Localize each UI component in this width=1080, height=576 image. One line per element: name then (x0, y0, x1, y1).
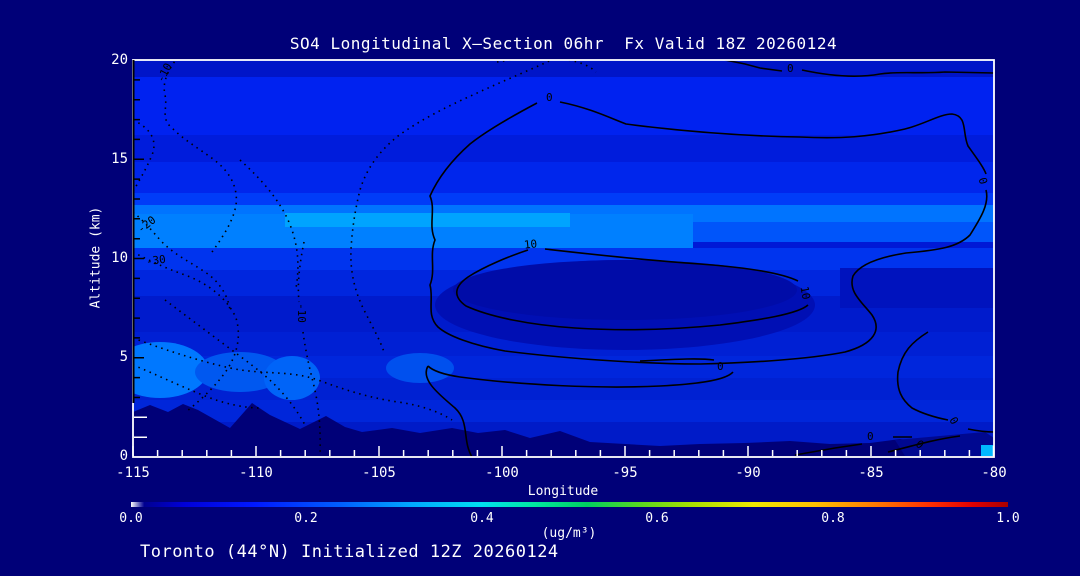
chart-title: SO4 Longitudinal X—Section 06hr Fx Valid… (289, 34, 838, 53)
x-tick-m80: -80 (981, 465, 1007, 481)
x-axis-label: Longitude (527, 484, 599, 499)
contour-label: -10 (294, 303, 308, 323)
contour-label: 10 (797, 285, 813, 301)
y-axis-label: Altitude (km) (88, 206, 104, 309)
contour-label: -30 (145, 252, 167, 269)
contour-label: 10 (523, 237, 538, 252)
y-tick-20: 20 (111, 52, 128, 68)
y-tick-10: 10 (111, 250, 128, 266)
colorbar-gradient (131, 502, 1008, 507)
colorbar-tick-1.0: 1.0 (996, 511, 1020, 526)
solid-contours (425, 60, 994, 457)
y-axis-ticks-black (134, 79, 144, 399)
contour-label: 0 (867, 430, 874, 443)
init-annotation: Toronto (44°N) Initialized 12Z 20260124 (140, 542, 559, 562)
colorbar-units: (ug/m³) (541, 526, 597, 541)
x-axis-major-ticks (132, 446, 995, 456)
contour-label: 0 (717, 360, 724, 373)
colorbar-tick-0.6: 0.6 (645, 511, 669, 526)
x-tick-m90: -90 (735, 465, 761, 481)
terrain-silhouette (133, 403, 994, 457)
colorbar-tick-0.2: 0.2 (294, 511, 318, 526)
contour-label: 0 (546, 91, 553, 104)
dotted-contours (133, 60, 597, 457)
x-tick-m85: -85 (858, 465, 884, 481)
x-tick-m100: -100 (485, 465, 519, 481)
x-tick-m95: -95 (612, 465, 638, 481)
colorbar-tick-0.4: 0.4 (470, 511, 494, 526)
x-tick-m110: -110 (239, 465, 273, 481)
contour-label: 0 (787, 62, 794, 75)
shaded-fill (133, 60, 994, 457)
colorbar-tick-0.8: 0.8 (821, 511, 845, 526)
colorbar-tick-0.0: 0.0 (119, 511, 143, 526)
x-tick-m105: -105 (362, 465, 396, 481)
y-tick-15: 15 (111, 151, 128, 167)
x-axis-minor-ticks (156, 450, 971, 456)
x-tick-m115: -115 (116, 465, 150, 481)
y-tick-0: 0 (119, 448, 128, 464)
y-tick-5: 5 (119, 349, 128, 365)
y-axis-ticks-white (134, 416, 147, 438)
